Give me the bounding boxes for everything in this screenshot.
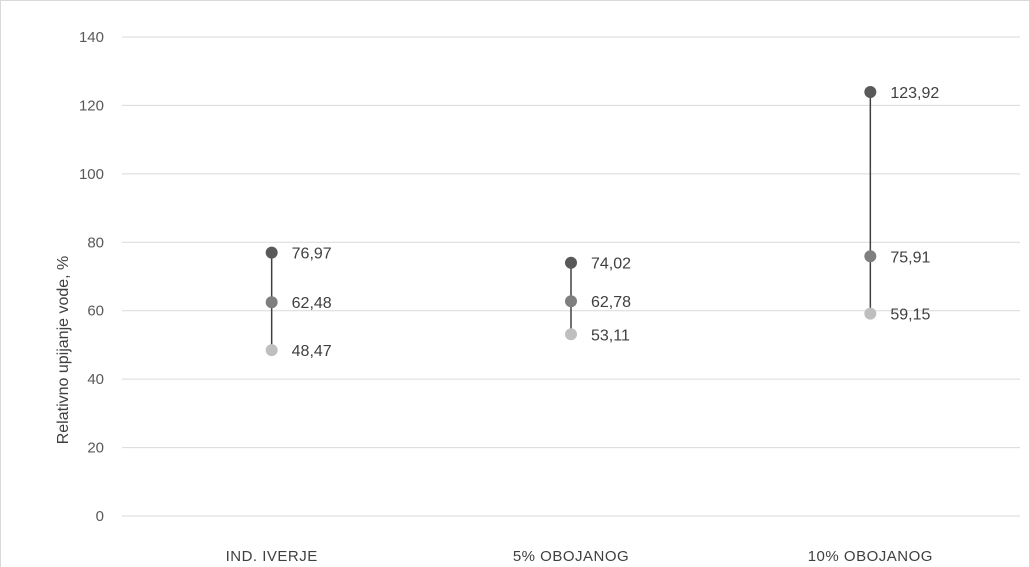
data-label: 59,15 [890, 307, 930, 324]
y-tick-label-80: 80 [87, 234, 104, 251]
data-point [265, 344, 278, 357]
y-tick-label-60: 60 [87, 303, 104, 320]
y-tick-label-140: 140 [79, 29, 104, 46]
data-label: 75,91 [890, 249, 930, 266]
data-label: 62,48 [292, 295, 332, 312]
data-labels: 76,97 74,02 123,92 62,48 62,78 75,91 48,47 53,1… [292, 85, 940, 360]
data-point [864, 307, 877, 320]
y-tick-label-40: 40 [87, 371, 104, 388]
data-point [265, 246, 278, 259]
x-axis-categories: IND. IVERJE 5% OBOJANOG 10% OBOJANOG [226, 548, 933, 565]
data-point [565, 256, 577, 269]
y-axis-ticks: 0 20 40 60 80 100 120 140 [79, 29, 104, 525]
x-category-label: 10% OBOJANOG [808, 548, 933, 565]
x-category-label: IND. IVERJE [226, 548, 318, 565]
data-point [864, 86, 877, 99]
data-point [565, 328, 577, 341]
data-point [864, 250, 877, 263]
data-label: 62,78 [591, 294, 631, 311]
data-point [565, 295, 577, 308]
data-label: 123,92 [890, 85, 939, 102]
y-axis-title: Relativno upijanje vode, % [55, 256, 72, 445]
data-label: 48,47 [292, 343, 332, 360]
data-point [265, 296, 278, 309]
y-tick-label-20: 20 [87, 440, 104, 457]
y-tick-label-120: 120 [79, 97, 104, 114]
y-tick-label-100: 100 [79, 166, 104, 183]
data-label: 74,02 [591, 256, 631, 273]
x-category-label: 5% OBOJANOG [513, 548, 629, 565]
y-tick-label-0: 0 [96, 508, 104, 525]
data-label: 53,11 [591, 327, 630, 344]
data-label: 76,97 [292, 246, 332, 263]
data-points [265, 86, 877, 357]
